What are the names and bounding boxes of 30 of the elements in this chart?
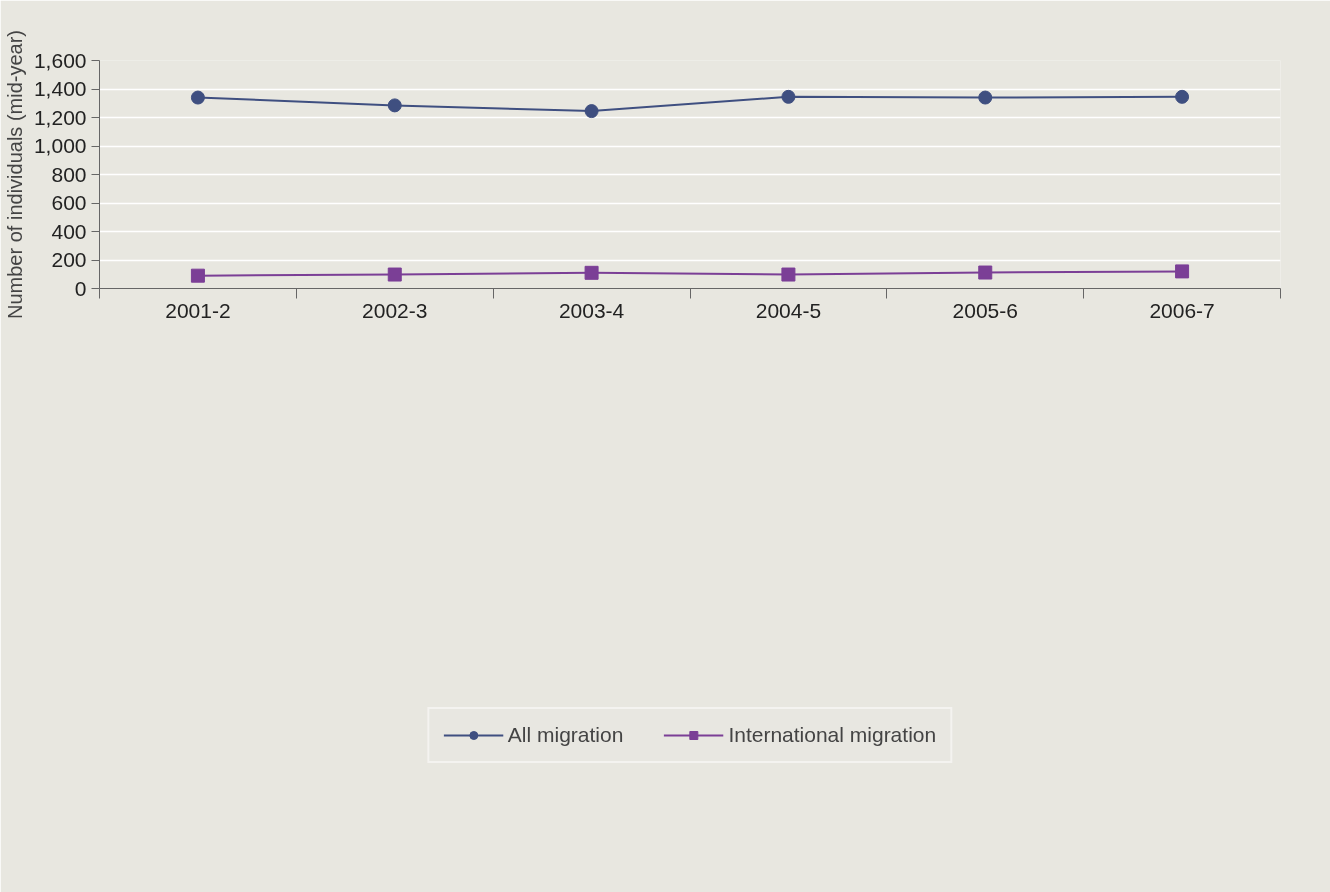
point [978,265,993,280]
x-tick-label: 2004-5 [755,298,822,322]
legend-label: All migration [507,723,624,747]
y-axis-title: Number of individuals (mid-year) [3,30,26,319]
point [1175,89,1190,104]
point [584,265,599,280]
y-tick-label: 1,200 [33,105,87,129]
x-tick-label: 2006-7 [1149,298,1215,322]
point [190,90,205,105]
y-tick-label: 1,600 [33,48,87,72]
x-tick-label: 2002-3 [362,298,428,322]
point [978,90,993,105]
y-tick-label: 800 [51,162,87,186]
point [1175,264,1190,279]
y-tick-label: 400 [51,219,87,243]
y-tick-label: 1,400 [33,77,87,100]
point [781,267,796,282]
y-tick-label: 0 [74,276,87,300]
point [387,98,402,113]
x-tick-label: 2003-4 [558,298,625,322]
point [190,268,205,283]
y-tick-label: 200 [51,248,87,271]
y-tick-label: 1,000 [33,134,87,157]
point [584,104,599,119]
legend-label: International migration [728,723,937,747]
x-tick-label: 2005-6 [952,298,1018,322]
x-tick-label: 2001-2 [165,298,231,322]
point [781,89,796,104]
point [387,267,402,282]
y-tick-label: 600 [51,191,87,214]
